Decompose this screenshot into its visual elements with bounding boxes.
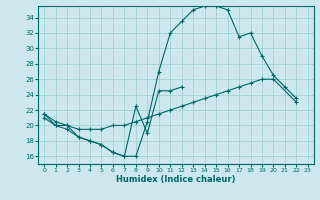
X-axis label: Humidex (Indice chaleur): Humidex (Indice chaleur) (116, 175, 236, 184)
